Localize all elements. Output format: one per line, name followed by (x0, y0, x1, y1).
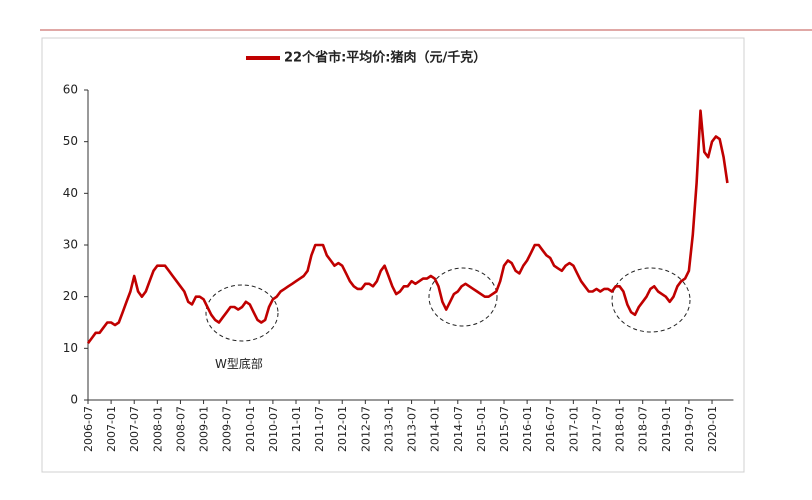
x-tick-label: 2013-01 (382, 406, 395, 452)
y-tick-label: 30 (63, 238, 78, 252)
x-tick-label: 2006-07 (82, 406, 95, 452)
x-tick-label: 2018-07 (637, 406, 650, 452)
x-tick-label: 2016-01 (521, 406, 534, 452)
y-tick-label: 40 (63, 186, 78, 200)
highlight-circle (428, 267, 498, 327)
x-tick-label: 2012-07 (359, 406, 372, 452)
x-tick-label: 2014-07 (452, 406, 465, 452)
x-tick-label: 2010-01 (244, 406, 257, 452)
highlight-circle (611, 267, 691, 333)
x-tick-label: 2017-01 (567, 406, 580, 452)
chart-frame (41, 37, 745, 473)
x-tick-label: 2015-01 (475, 406, 488, 452)
x-tick-label: 2016-07 (544, 406, 557, 452)
x-tick-label: 2019-01 (660, 406, 673, 452)
x-tick-label: 2011-01 (290, 406, 303, 452)
y-tick-label: 10 (63, 341, 78, 355)
x-tick-label: 2013-07 (406, 406, 419, 452)
y-tick-label: 0 (70, 393, 78, 407)
y-tick-label: 20 (63, 289, 78, 303)
x-tick-label: 2008-01 (151, 406, 164, 452)
series-line (86, 109, 729, 344)
x-tick-label: 2019-07 (683, 406, 696, 452)
highlight-circle (205, 284, 279, 342)
x-tick-label: 2018-01 (614, 406, 627, 452)
x-tick-label: 2011-07 (313, 406, 326, 452)
x-tick-label: 2017-07 (590, 406, 603, 452)
y-tick-label: 50 (63, 134, 78, 148)
legend-label: 22个省市:平均价:猪肉（元/千克） (284, 50, 486, 66)
x-tick-label: 2007-01 (105, 406, 118, 452)
x-tick-label: 2007-07 (128, 406, 141, 452)
x-tick-label: 2014-01 (429, 406, 442, 452)
x-tick-label: 2009-01 (198, 406, 211, 452)
x-tick-label: 2012-01 (336, 406, 349, 452)
x-tick-label: 2015-07 (498, 406, 511, 452)
x-tick-label: 2009-07 (221, 406, 234, 452)
y-tick-label: 60 (63, 83, 78, 97)
annotation: W型底部 (215, 356, 263, 371)
x-tick-label: 2010-07 (267, 406, 280, 452)
x-tick-label: 2020-01 (706, 406, 719, 452)
x-tick-label: 2008-07 (174, 406, 187, 452)
